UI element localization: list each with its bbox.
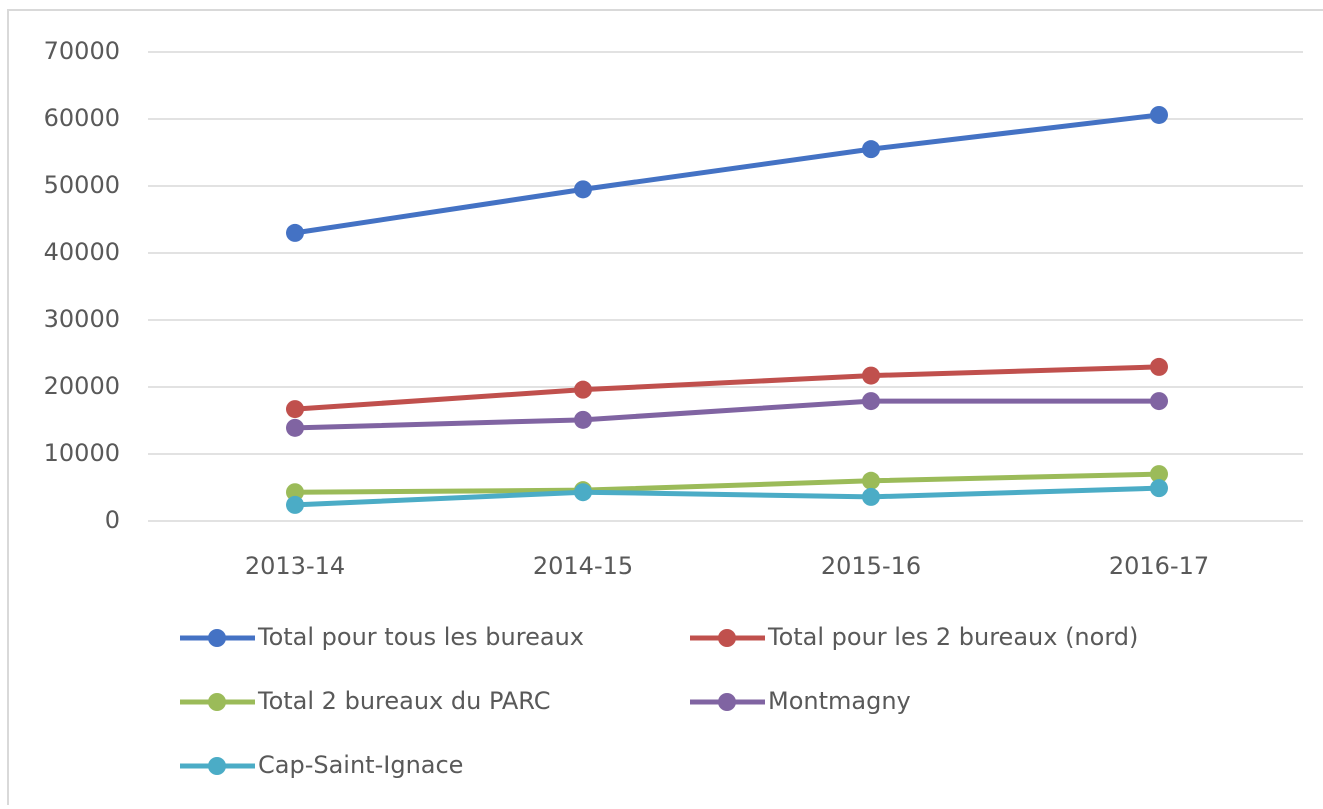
data-point bbox=[286, 223, 304, 242]
series-line bbox=[294, 485, 1160, 508]
data-point bbox=[1150, 465, 1168, 484]
y-tick-label: 50000 bbox=[44, 171, 120, 199]
data-point bbox=[862, 366, 880, 385]
series-line bbox=[294, 364, 1160, 412]
legend-label: Montmagny bbox=[768, 687, 911, 715]
chart-border bbox=[7, 9, 1323, 809]
legend-label: Total pour les 2 bureaux (nord) bbox=[767, 623, 1138, 651]
legend-marker bbox=[208, 629, 226, 647]
data-point bbox=[286, 495, 304, 514]
data-point bbox=[574, 410, 592, 429]
legend-label: Total pour tous les bureaux bbox=[257, 623, 584, 651]
legend-marker bbox=[208, 757, 226, 775]
legend-marker bbox=[718, 693, 736, 711]
legend-label: Total 2 bureaux du PARC bbox=[257, 687, 551, 715]
legend-marker bbox=[208, 693, 226, 711]
data-point bbox=[574, 483, 592, 502]
data-point bbox=[1150, 479, 1168, 498]
data-point bbox=[862, 471, 880, 490]
data-point bbox=[574, 380, 592, 399]
data-point bbox=[1150, 392, 1168, 411]
y-tick-label: 70000 bbox=[44, 37, 120, 65]
y-tick-label: 30000 bbox=[44, 305, 120, 333]
x-tick-label: 2013-14 bbox=[245, 552, 345, 580]
data-point bbox=[1150, 357, 1168, 376]
y-tick-label: 0 bbox=[105, 506, 120, 534]
series-line bbox=[294, 112, 1160, 236]
data-point bbox=[286, 483, 304, 502]
data-point bbox=[574, 180, 592, 199]
y-tick-label: 40000 bbox=[44, 238, 120, 266]
x-tick-label: 2016-17 bbox=[1109, 552, 1209, 580]
series-line bbox=[294, 398, 1159, 431]
y-tick-label: 10000 bbox=[44, 439, 120, 467]
data-point bbox=[286, 418, 304, 437]
y-tick-label: 60000 bbox=[44, 104, 120, 132]
x-tick-label: 2015-16 bbox=[821, 552, 921, 580]
y-tick-label: 20000 bbox=[44, 372, 120, 400]
data-point bbox=[1150, 105, 1168, 124]
x-tick-label: 2014-15 bbox=[533, 552, 633, 580]
data-point bbox=[286, 400, 304, 419]
data-point bbox=[862, 392, 880, 411]
legend-marker bbox=[718, 629, 736, 647]
data-point bbox=[862, 140, 880, 159]
legend-label: Cap-Saint-Ignace bbox=[258, 751, 463, 779]
data-point bbox=[862, 487, 880, 506]
series-line bbox=[294, 471, 1160, 495]
